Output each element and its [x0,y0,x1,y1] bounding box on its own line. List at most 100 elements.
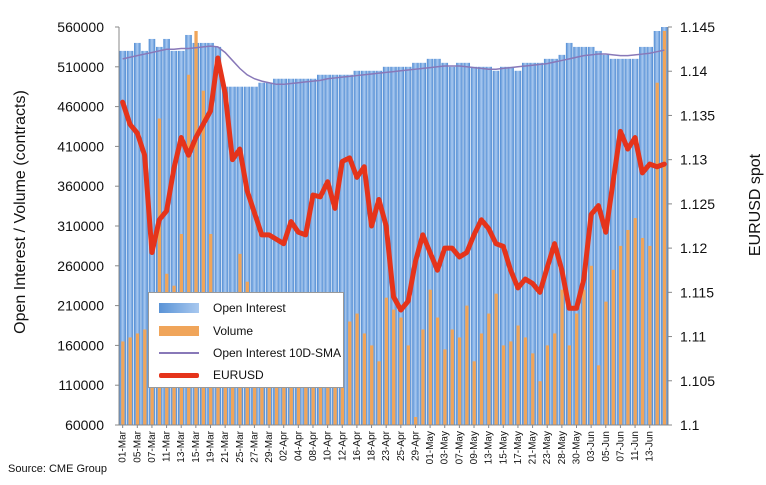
y-left-tick-label: 60000 [65,417,104,433]
x-tick-label: 19-Mar [206,430,217,462]
open-interest-bar [346,74,353,425]
x-tick-label: 16-Apr [352,430,363,461]
open-interest-bar [441,62,449,425]
volume-bar [538,381,542,425]
open-interest-bar [134,42,141,426]
open-interest-bar [609,58,617,426]
x-tick-label: 23-Apr [381,430,392,461]
open-interest-bar [536,62,544,425]
open-interest-bar [470,66,478,426]
legend: Open Interest Volume Open Interest 10D-S… [148,292,344,388]
open-interest-bar [375,70,383,425]
x-tick-label: 09-May [469,431,480,464]
open-interest-bar [639,46,646,426]
open-interest-bar [573,46,580,426]
volume-bar [406,345,410,425]
y-left-tick-label: 260000 [57,258,104,274]
x-tick-label: 03-May [440,431,451,464]
y-right-tick-label: 1.11 [680,329,706,345]
volume-bar [501,345,506,425]
open-interest-bar [338,74,346,425]
volume-bar [450,329,454,425]
open-interest-bar [463,62,470,425]
volume-bar [648,245,652,425]
volume-bar [318,369,323,425]
open-interest-bar [243,86,251,425]
x-tick-label: 05-Jun [601,431,612,462]
open-interest-bar [317,74,324,425]
y-left-tick-label: 310000 [57,218,104,234]
open-interest-bar [521,62,529,425]
x-tick-label: 08-Apr [308,430,319,461]
open-interest-bar [514,70,522,425]
volume-bar [604,301,608,425]
volume-bar [611,269,615,425]
volume-bar [567,345,572,425]
open-interest-bar [478,66,485,426]
y-axis-left-title: Open Interest / Volume (contracts) [12,90,29,334]
sma-line-group [122,45,665,86]
volume-bar [655,82,659,425]
open-interest-bar [229,86,236,425]
x-tick-label: 15-May [498,431,509,464]
y-left-tick-label: 160000 [57,337,104,353]
open-interest-bar [507,66,514,426]
open-interest-bar [426,58,434,426]
open-interest-bar [287,78,295,426]
y-left-tick-label: 560000 [57,19,104,35]
open-interest-bar [617,58,624,426]
open-interest-bar [119,50,126,425]
y-right-tick-label: 1.145 [680,19,715,35]
x-tick-label: 13-Mar [176,430,187,462]
x-ticks: 01-Mar 05-Mar 07-Mar 11-Mar 13-Mar 15-Mar 19-M… [118,425,656,464]
volume-bar [509,341,513,425]
x-tick-label: 17-May [513,431,524,464]
open-interest-bar [368,70,375,425]
y-left-tick-label: 510000 [57,59,104,75]
volume-bar [392,309,396,425]
open-interest-bar [485,66,492,426]
open-interest-bar [434,58,441,426]
source-note: Source: CME Group [8,463,108,475]
volume-bar [443,349,447,425]
y-axis-right-title: EURUSD spot [747,153,764,256]
volume-bar [348,321,352,425]
volume-bar [362,333,367,425]
legend-item-volume: Volume [159,322,253,340]
y-left-tick-label: 360000 [57,178,104,194]
open-interest-bar [309,78,317,426]
x-tick-label: 15-Mar [191,430,202,462]
volume-bar [143,329,147,425]
open-interest-bar [646,46,653,426]
volume-bar [531,353,535,425]
volume-bar [135,333,140,425]
open-interest-bar [126,50,134,425]
volume-bar [479,333,484,425]
legend-label-open-interest: Open Interest [213,301,286,315]
open-interest-bar [602,54,610,426]
volume-bar [414,417,418,425]
open-interest-bar [302,78,309,426]
y-right-tick-label: 1.105 [680,373,715,389]
volume-bar [194,30,198,425]
legend-swatch-volume [159,326,199,336]
legend-item-eurusd: EURUSD [159,366,264,384]
open-interest-bar [595,50,602,425]
volume-bar [553,333,557,425]
volume-bar [370,345,374,425]
legend-swatch-open-interest [159,303,199,313]
x-tick-label: 04-Apr [293,430,304,461]
open-interest-bar [529,62,536,425]
y-right-tick-label: 1.115 [680,284,714,300]
volume-bar [201,90,206,426]
volume-bar [304,353,308,425]
x-tick-label: 29-Mar [264,430,275,462]
open-interest-bar [390,66,397,426]
legend-label-eurusd: EURUSD [213,368,264,382]
x-tick-label: 13-Jun [645,431,656,462]
volume-bar [311,353,315,425]
x-tick-label: 07-Mar [147,430,158,462]
open-interest-bar [258,82,266,425]
open-interest-bar [221,86,229,425]
open-interest-bar [580,46,588,426]
